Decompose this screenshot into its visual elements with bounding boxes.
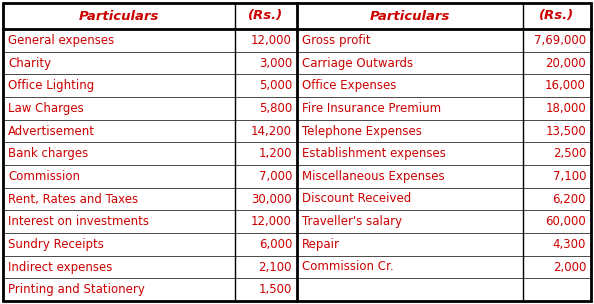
Text: Charity: Charity — [8, 57, 51, 70]
Text: 4,300: 4,300 — [552, 238, 586, 251]
Text: 7,000: 7,000 — [258, 170, 292, 183]
Text: 3,000: 3,000 — [259, 57, 292, 70]
Text: Particulars: Particulars — [79, 9, 159, 22]
Text: Establishment expenses: Establishment expenses — [302, 147, 446, 160]
Text: 18,000: 18,000 — [545, 102, 586, 115]
Text: 13,500: 13,500 — [545, 125, 586, 137]
Text: 60,000: 60,000 — [545, 215, 586, 228]
Text: 5,800: 5,800 — [259, 102, 292, 115]
Text: Repair: Repair — [302, 238, 340, 251]
Text: Office Lighting: Office Lighting — [8, 79, 94, 92]
Text: Commission: Commission — [8, 170, 80, 183]
Text: 16,000: 16,000 — [545, 79, 586, 92]
Text: Miscellaneous Expenses: Miscellaneous Expenses — [302, 170, 445, 183]
Text: 7,69,000: 7,69,000 — [534, 34, 586, 47]
Text: 30,000: 30,000 — [251, 192, 292, 206]
Text: Office Expenses: Office Expenses — [302, 79, 396, 92]
Text: Particulars: Particulars — [370, 9, 450, 22]
Text: 6,200: 6,200 — [552, 192, 586, 206]
Text: Interest on investments: Interest on investments — [8, 215, 149, 228]
Text: 1,500: 1,500 — [258, 283, 292, 296]
Text: Fire Insurance Premium: Fire Insurance Premium — [302, 102, 441, 115]
Text: 7,100: 7,100 — [552, 170, 586, 183]
Text: 2,500: 2,500 — [552, 147, 586, 160]
Text: 14,200: 14,200 — [251, 125, 292, 137]
Text: 2,100: 2,100 — [258, 261, 292, 274]
Text: Printing and Stationery: Printing and Stationery — [8, 283, 145, 296]
Text: 6,000: 6,000 — [258, 238, 292, 251]
Text: Commission Cr.: Commission Cr. — [302, 261, 394, 274]
Text: 12,000: 12,000 — [251, 215, 292, 228]
Text: 2,000: 2,000 — [552, 261, 586, 274]
Text: Sundry Receipts: Sundry Receipts — [8, 238, 104, 251]
Text: 1,200: 1,200 — [258, 147, 292, 160]
Text: Law Charges: Law Charges — [8, 102, 84, 115]
Text: 20,000: 20,000 — [545, 57, 586, 70]
Text: 5,000: 5,000 — [259, 79, 292, 92]
Text: Traveller's salary: Traveller's salary — [302, 215, 402, 228]
Text: (Rs.): (Rs.) — [248, 9, 283, 22]
Text: Telephone Expenses: Telephone Expenses — [302, 125, 422, 137]
Text: Advertisement: Advertisement — [8, 125, 95, 137]
Text: Gross profit: Gross profit — [302, 34, 371, 47]
Text: General expenses: General expenses — [8, 34, 114, 47]
Text: Bank charges: Bank charges — [8, 147, 89, 160]
Text: Carriage Outwards: Carriage Outwards — [302, 57, 413, 70]
Text: Discount Received: Discount Received — [302, 192, 411, 206]
Text: Rent, Rates and Taxes: Rent, Rates and Taxes — [8, 192, 138, 206]
Text: (Rs.): (Rs.) — [539, 9, 574, 22]
Text: 12,000: 12,000 — [251, 34, 292, 47]
Text: Indirect expenses: Indirect expenses — [8, 261, 112, 274]
